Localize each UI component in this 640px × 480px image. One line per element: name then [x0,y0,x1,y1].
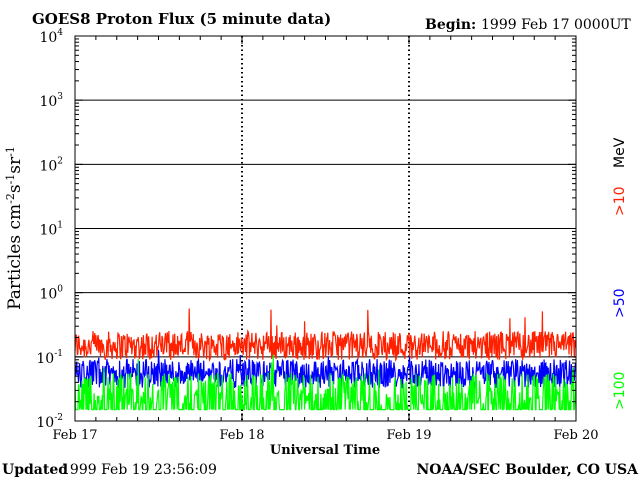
y-tick-label: 103 [39,92,63,110]
y-axis-label-main: Particles cm [5,204,25,310]
begin-value: 1999 Feb 17 0000UT [481,17,631,33]
x-tick-label: Feb 19 [387,428,432,443]
x-axis-ticks: Feb 17 Feb 18 Feb 19 Feb 20 [53,36,599,443]
footer-credit: NOAA/SEC Boulder, CO USA [417,462,640,478]
updated-value: 1999 Feb 19 23:56:09 [61,462,217,478]
legend-series-50: >50 [612,288,628,318]
series-line-gt10 [74,308,577,363]
y-axis-label-sup2: -1 [4,174,17,185]
begin-label: Begin: [425,17,476,33]
x-tick-label: Feb 17 [53,428,98,443]
y-tick-label: 100 [39,285,63,303]
series-line-gt100 [74,354,577,411]
y-axis-label-sup3: -1 [4,146,17,157]
x-axis-label: Universal Time [270,443,380,458]
y-axis-label: Particles cm-2s-1sr-1 [4,146,25,310]
y-tick-label: 104 [39,28,63,46]
x-tick-label: Feb 20 [554,428,599,443]
series-line-gt50 [74,349,577,390]
legend-series-10: >10 [612,186,628,216]
legend-energy-unit: MeV [612,137,628,168]
legend-series-100: >100 [612,372,628,410]
updated-label: Updated [2,462,68,478]
y-axis-ticks: 104 103 102 101 100 10-1 10-2 [36,28,576,431]
x-tick-label: Feb 18 [220,428,265,443]
y-axis-label-sup1: -2 [4,193,17,204]
y-tick-label: 10-1 [36,349,63,367]
plot-grid [75,36,576,421]
series-layer [74,308,577,411]
chart-title: GOES8 Proton Flux (5 minute data) [32,10,331,28]
y-axis-label-mid2: sr [5,156,25,174]
y-tick-label: 102 [39,156,63,174]
y-tick-label: 101 [39,221,63,239]
y-tick-label: 10-2 [36,413,63,431]
y-axis-label-mid1: s [5,184,25,193]
